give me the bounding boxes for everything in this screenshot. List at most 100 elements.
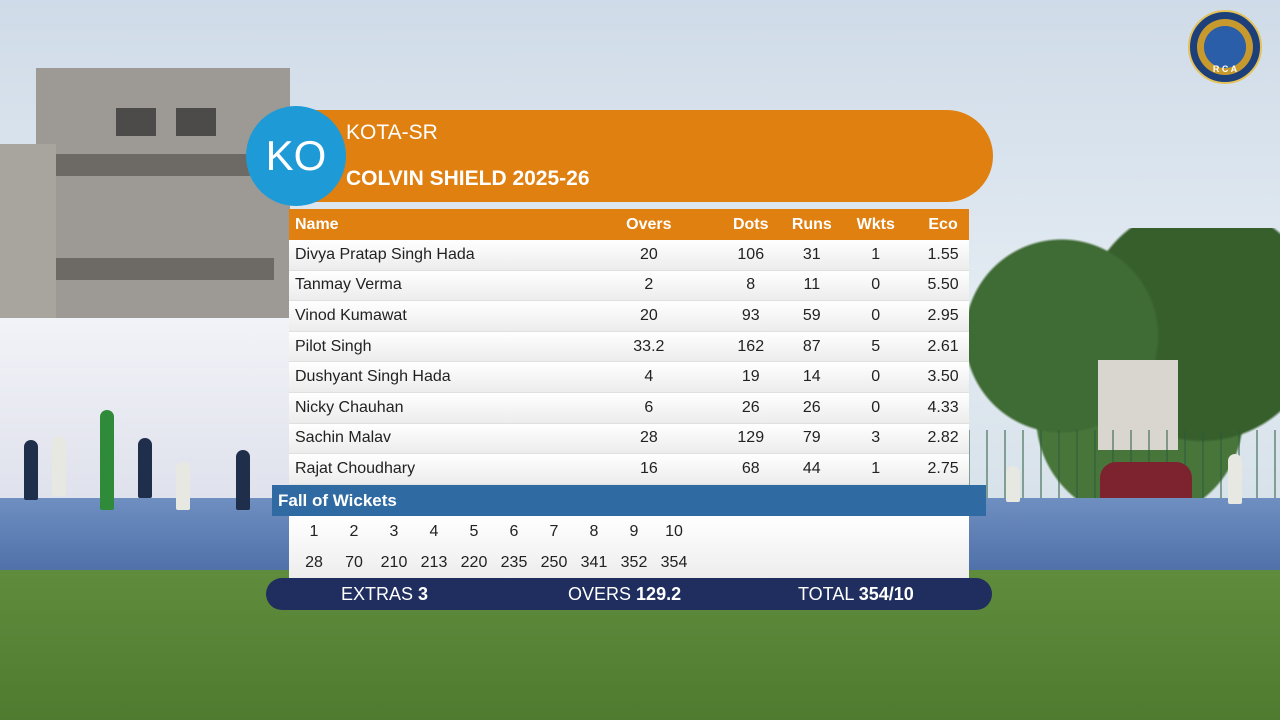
bowler-dots: 106 [737, 245, 765, 263]
total-summary: TOTAL 354/10 [798, 584, 914, 605]
table-header-row: Name Overs Dots Runs Wkts Eco [289, 209, 969, 240]
wicket-number: 2 [349, 522, 359, 540]
bowler-name: Pilot Singh [295, 337, 372, 355]
header-runs: Runs [791, 215, 832, 233]
stadium-building [36, 68, 290, 328]
bowler-wkts: 0 [871, 398, 881, 416]
bowler-dots: 68 [741, 459, 760, 477]
wicket-numbers-row: 1 2 3 4 5 6 7 8 9 10 [289, 516, 969, 547]
bowler-wkts: 3 [871, 429, 881, 447]
wicket-number: 5 [469, 522, 479, 540]
wicket-score: 28 [305, 553, 323, 571]
player [176, 462, 190, 510]
bowler-overs: 4 [644, 368, 654, 386]
bowler-dots: 26 [741, 398, 760, 416]
wicket-score: 352 [620, 553, 648, 571]
bowler-overs: 2 [644, 276, 654, 294]
bowler-overs: 33.2 [633, 337, 665, 355]
bowler-eco: 4.33 [927, 398, 959, 416]
bowler-eco: 2.75 [927, 459, 959, 477]
bowler-eco: 3.50 [927, 368, 959, 386]
bowler-dots: 93 [741, 306, 760, 324]
player [1006, 466, 1020, 502]
player [100, 410, 114, 510]
bowler-runs: 79 [802, 429, 821, 447]
bowler-wkts: 1 [871, 459, 881, 477]
wicket-number: 4 [429, 522, 439, 540]
bowler-eco: 1.55 [927, 245, 959, 263]
bowler-runs: 44 [802, 459, 821, 477]
wicket-number: 7 [549, 522, 559, 540]
table-row: Divya Pratap Singh Hada 20 106 31 1 1.55 [289, 240, 969, 271]
team-name: KOTA-SR [346, 121, 438, 144]
table-row: Sachin Malav 28 129 79 3 2.82 [289, 423, 969, 455]
player [1228, 454, 1242, 504]
bowler-dots: 8 [746, 276, 756, 294]
wicket-score: 341 [580, 553, 608, 571]
bowler-name: Divya Pratap Singh Hada [295, 245, 475, 263]
bowler-runs: 26 [802, 398, 821, 416]
building-wing [0, 144, 56, 324]
wicket-number: 9 [629, 522, 639, 540]
bowler-overs: 16 [639, 459, 658, 477]
table-row: Pilot Singh 33.2 162 87 5 2.61 [289, 331, 969, 363]
bowler-wkts: 1 [871, 245, 881, 263]
bowler-wkts: 0 [871, 306, 881, 324]
wicket-number: 8 [589, 522, 599, 540]
association-logo: R C A [1188, 10, 1262, 84]
wicket-score: 220 [460, 553, 488, 571]
wicket-score: 250 [540, 553, 568, 571]
bowler-overs: 20 [639, 306, 658, 324]
wicket-score: 210 [380, 553, 408, 571]
extras-summary: EXTRAS 3 [341, 584, 428, 605]
bowler-wkts: 0 [871, 276, 881, 294]
fall-of-wickets-title: Fall of Wickets [272, 485, 986, 516]
header-overs: Overs [626, 215, 672, 233]
wicket-score: 213 [420, 553, 448, 571]
wicket-score: 354 [660, 553, 688, 571]
bowler-runs: 14 [802, 368, 821, 386]
wicket-number: 10 [665, 522, 683, 540]
bowler-overs: 6 [644, 398, 654, 416]
bowler-dots: 162 [737, 337, 765, 355]
car [1100, 462, 1192, 504]
bowling-table: Name Overs Dots Runs Wkts Eco Divya Prat… [289, 209, 969, 485]
bowler-name: Sachin Malav [295, 429, 392, 447]
player [138, 438, 152, 498]
wicket-scores-row: 28 70 210 213 220 235 250 341 352 354 [289, 547, 969, 578]
wicket-number: 1 [309, 522, 319, 540]
bowler-runs: 31 [802, 245, 821, 263]
fall-of-wickets-table: 1 2 3 4 5 6 7 8 9 10 28 70 210 213 220 235 250 341 352 354 [289, 516, 969, 578]
total-value: 354/10 [858, 583, 914, 604]
bowler-wkts: 5 [871, 337, 881, 355]
bowler-dots: 19 [741, 368, 760, 386]
bowler-name: Nicky Chauhan [295, 398, 404, 416]
table-row: Tanmay Verma 2 8 11 0 5.50 [289, 270, 969, 302]
total-label: TOTAL [798, 583, 854, 604]
player [24, 440, 38, 500]
header-dots: Dots [732, 215, 769, 233]
competition-name: COLVIN SHIELD 2025-26 [346, 167, 590, 190]
bowler-wkts: 0 [871, 368, 881, 386]
player [52, 436, 66, 496]
table-row: Rajat Choudhary 16 68 44 1 2.75 [289, 454, 969, 485]
bowler-name: Vinod Kumawat [295, 306, 407, 324]
overs-label: OVERS [568, 583, 632, 604]
player [236, 450, 250, 510]
table-row: Dushyant Singh Hada 4 19 14 0 3.50 [289, 362, 969, 393]
table-row: Vinod Kumawat 20 93 59 0 2.95 [289, 301, 969, 332]
innings-summary: EXTRAS 3 OVERS 129.2 TOTAL 354/10 [266, 578, 992, 610]
bowler-overs: 28 [639, 429, 658, 447]
wicket-number: 3 [389, 522, 399, 540]
header-wkts: Wkts [856, 215, 895, 233]
wicket-score: 235 [500, 553, 528, 571]
bowler-eco: 2.61 [927, 337, 959, 355]
header-name: Name [295, 215, 339, 233]
bowler-name: Dushyant Singh Hada [295, 368, 451, 386]
header-eco: Eco [928, 215, 958, 233]
bowler-runs: 59 [802, 306, 821, 324]
bowler-dots: 129 [737, 429, 765, 447]
overs-value: 129.2 [636, 583, 682, 604]
bowler-name: Tanmay Verma [295, 276, 402, 294]
wicket-score: 70 [345, 553, 363, 571]
